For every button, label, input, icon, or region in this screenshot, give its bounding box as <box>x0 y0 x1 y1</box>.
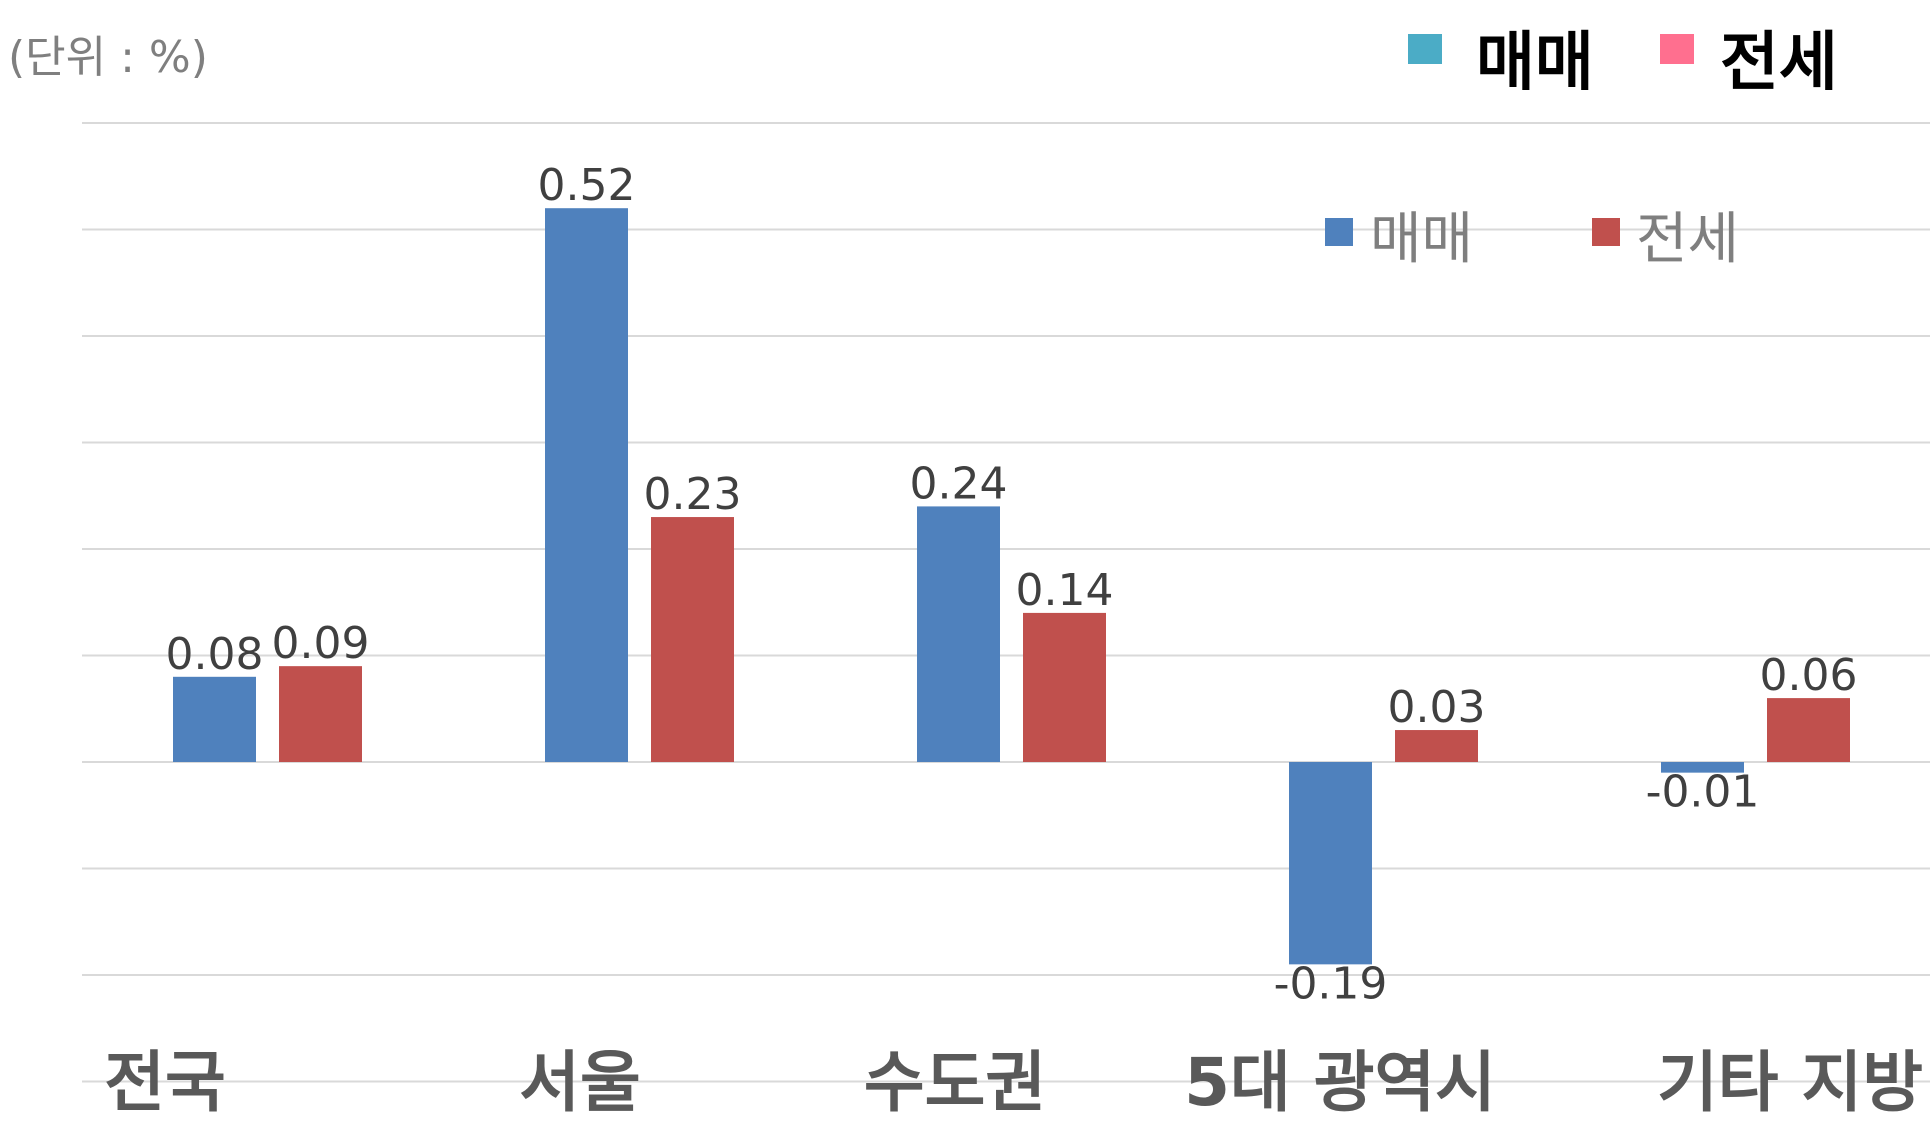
top-legend-label-jeonse: 전세 <box>1720 26 1838 100</box>
top-legend: 매매 전세 <box>1408 26 1838 100</box>
value-label-sale-4: -0.01 <box>1646 767 1760 818</box>
value-label-sale-0: 0.08 <box>166 629 264 680</box>
bar-sale-2 <box>917 506 1000 762</box>
value-label-jeonse-4: 0.06 <box>1760 650 1858 701</box>
bar-jeonse-0 <box>279 666 362 762</box>
bar-jeonse-1 <box>651 517 734 762</box>
top-legend-label-sale: 매매 <box>1476 26 1594 100</box>
value-labels: 0.08 0.09 0.52 0.23 0.24 0.14 -0.19 0.03 -0.01 0.… <box>166 160 1858 1009</box>
bar-sale-4 <box>1661 762 1744 773</box>
inner-legend-swatch-jeonse <box>1592 218 1620 246</box>
top-legend-swatch-sale <box>1408 34 1442 64</box>
inner-legend: 매매 전세 <box>1325 207 1739 272</box>
bars <box>173 208 1850 965</box>
value-label-sale-2: 0.24 <box>910 458 1008 509</box>
value-label-jeonse-0: 0.09 <box>272 618 370 669</box>
bar-sale-3 <box>1289 762 1372 965</box>
value-label-jeonse-3: 0.03 <box>1388 682 1486 733</box>
gridlines <box>82 122 1930 1083</box>
bar-jeonse-3 <box>1395 730 1478 762</box>
top-legend-swatch-jeonse <box>1660 34 1694 64</box>
category-label-3: 5대 광역시 <box>1184 1044 1496 1121</box>
value-label-sale-1: 0.52 <box>538 160 636 211</box>
value-label-sale-3: -0.19 <box>1274 958 1388 1009</box>
value-label-jeonse-2: 0.14 <box>1016 565 1114 616</box>
value-label-jeonse-1: 0.23 <box>644 469 742 520</box>
category-label-4: 기타 지방 <box>1657 1044 1923 1121</box>
bar-jeonse-2 <box>1023 612 1106 762</box>
category-label-0: 전국 <box>104 1044 225 1121</box>
inner-legend-label-jeonse: 전세 <box>1636 207 1739 272</box>
bar-jeonse-4 <box>1767 698 1850 762</box>
category-label-2: 수도권 <box>864 1044 1046 1121</box>
bar-sale-0 <box>173 676 256 762</box>
bar-sale-1 <box>545 208 628 762</box>
unit-label: (단위 : %) <box>8 32 208 83</box>
inner-legend-label-sale: 매매 <box>1370 207 1473 272</box>
inner-legend-swatch-sale <box>1325 218 1353 246</box>
category-labels: 전국 서울 수도권 5대 광역시 기타 지방 <box>104 1044 1923 1121</box>
category-label-1: 서울 <box>519 1044 640 1121</box>
